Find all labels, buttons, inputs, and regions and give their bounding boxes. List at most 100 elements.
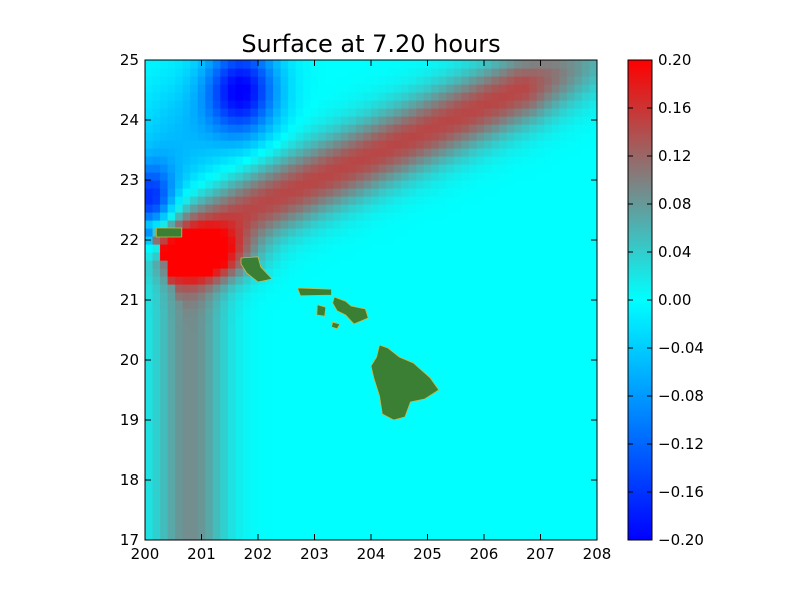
heatmap-cell [581,364,591,373]
heatmap-cell [325,116,334,125]
heatmap-cell [589,316,597,325]
heatmap-cell [182,276,191,285]
heatmap-cell [499,84,508,93]
heatmap-cell [273,244,282,253]
heatmap-cell [529,108,538,117]
heatmap-cell [145,452,154,461]
heatmap-cell [325,244,334,253]
heatmap-cell [355,492,365,501]
heatmap-cell [491,348,500,357]
heatmap-cell [529,212,538,221]
heatmap-cell [408,172,417,181]
heatmap-cell [438,476,447,485]
heatmap-cell [310,484,319,493]
heatmap-cell [227,484,236,493]
heatmap-cell [310,188,319,197]
heatmap-cell [205,468,214,477]
heatmap-cell [514,92,523,101]
heatmap-cell [333,204,342,213]
heatmap-cell [190,228,199,237]
heatmap-cell [152,452,161,461]
heatmap-cell [303,68,312,77]
heatmap-cell [333,308,342,317]
heatmap-cell [295,228,304,237]
heatmap-cell [310,428,319,437]
heatmap-cell [235,308,244,317]
heatmap-cell [416,308,425,317]
heatmap-cell [235,148,244,157]
heatmap-cell [175,220,184,229]
heatmap-cell [544,92,553,101]
heatmap-cell [190,292,199,301]
heatmap-cell [521,396,530,405]
heatmap-cell [325,132,334,141]
heatmap-cell [574,244,583,253]
heatmap-cell [325,308,334,317]
heatmap-cell [514,492,523,501]
heatmap-cell [551,252,560,261]
heatmap-cell [468,300,478,309]
heatmap-cell [145,460,154,469]
heatmap-cell [333,460,342,469]
heatmap-cell [295,420,304,429]
heatmap-cell [182,260,191,269]
heatmap-cell [363,196,372,205]
heatmap-cell [438,180,447,189]
heatmap-cell [318,84,327,93]
heatmap-cell [220,60,229,69]
heatmap-cell [566,92,575,101]
heatmap-cell [175,364,184,373]
heatmap-cell [175,76,184,85]
heatmap-cell [446,204,455,213]
heatmap-cell [416,460,425,469]
heatmap-cell [242,236,252,245]
heatmap-cell [431,252,440,261]
heatmap-cell [423,180,432,189]
heatmap-cell [205,404,214,413]
heatmap-cell [371,444,380,453]
heatmap-cell [438,124,447,133]
heatmap-cell [265,428,274,437]
heatmap-cell [175,348,184,357]
heatmap-cell [423,404,432,413]
heatmap-cell [355,108,365,117]
heatmap-cell [581,484,591,493]
heatmap-cell [476,428,485,437]
heatmap-cell [182,428,191,437]
heatmap-cell [401,420,410,429]
heatmap-cell [378,460,387,469]
heatmap-cell [160,356,169,365]
heatmap-cell [484,108,493,117]
heatmap-cell [355,508,365,517]
heatmap-cell [453,76,462,85]
heatmap-cell [273,204,282,213]
heatmap-cell [559,460,568,469]
heatmap-cell [227,292,236,301]
heatmap-cell [220,244,229,253]
heatmap-cell [212,372,221,381]
heatmap-cell [401,316,410,325]
heatmap-cell [152,292,161,301]
heatmap-cell [160,220,169,229]
heatmap-cell [288,124,297,133]
heatmap-cell [303,116,312,125]
heatmap-cell [363,284,372,293]
heatmap-cell [167,428,176,437]
heatmap-cell [453,204,462,213]
heatmap-cell [197,388,206,397]
heatmap-cell [521,324,530,333]
heatmap-cell [536,228,545,237]
heatmap-cell [175,404,184,413]
heatmap-cell [227,236,236,245]
heatmap-cell [536,476,545,485]
heatmap-cell [551,100,560,109]
heatmap-cell [167,76,176,85]
heatmap-cell [340,220,349,229]
heatmap-cell [423,348,432,357]
heatmap-cell [242,380,252,389]
heatmap-cell [340,284,349,293]
heatmap-cell [566,116,575,125]
heatmap-cell [145,508,154,517]
heatmap-cell [506,300,515,309]
